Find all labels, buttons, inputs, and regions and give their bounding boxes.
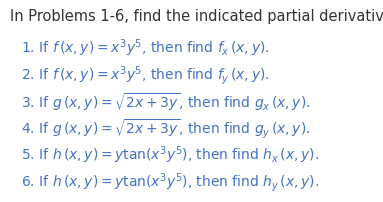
Text: 5. If $h\,(x, y) = y\tan(x^3y^5)$, then find $h_x\,(x, y)$.: 5. If $h\,(x, y) = y\tan(x^3y^5)$, then … bbox=[21, 145, 319, 166]
Text: In Problems 1-6, find the indicated partial derivative.: In Problems 1-6, find the indicated part… bbox=[10, 9, 383, 24]
Text: 4. If $g\,(x, y) = \sqrt{2x + 3y}$, then find $g_y\,(x, y)$.: 4. If $g\,(x, y) = \sqrt{2x + 3y}$, then… bbox=[21, 118, 311, 141]
Text: 1. If $f\,(x, y) = x^3y^5$, then find $f_x\,(x, y)$.: 1. If $f\,(x, y) = x^3y^5$, then find $f… bbox=[21, 37, 270, 59]
Text: 3. If $g\,(x, y) = \sqrt{2x + 3y}$, then find $g_x\,(x, y)$.: 3. If $g\,(x, y) = \sqrt{2x + 3y}$, then… bbox=[21, 91, 311, 113]
Text: 6. If $h\,(x, y) = y\tan(x^3y^5)$, then find $h_y\,(x, y)$.: 6. If $h\,(x, y) = y\tan(x^3y^5)$, then … bbox=[21, 171, 319, 194]
Text: 2. If $f\,(x, y) = x^3y^5$, then find $f_y\,(x, y)$.: 2. If $f\,(x, y) = x^3y^5$, then find $f… bbox=[21, 64, 270, 87]
